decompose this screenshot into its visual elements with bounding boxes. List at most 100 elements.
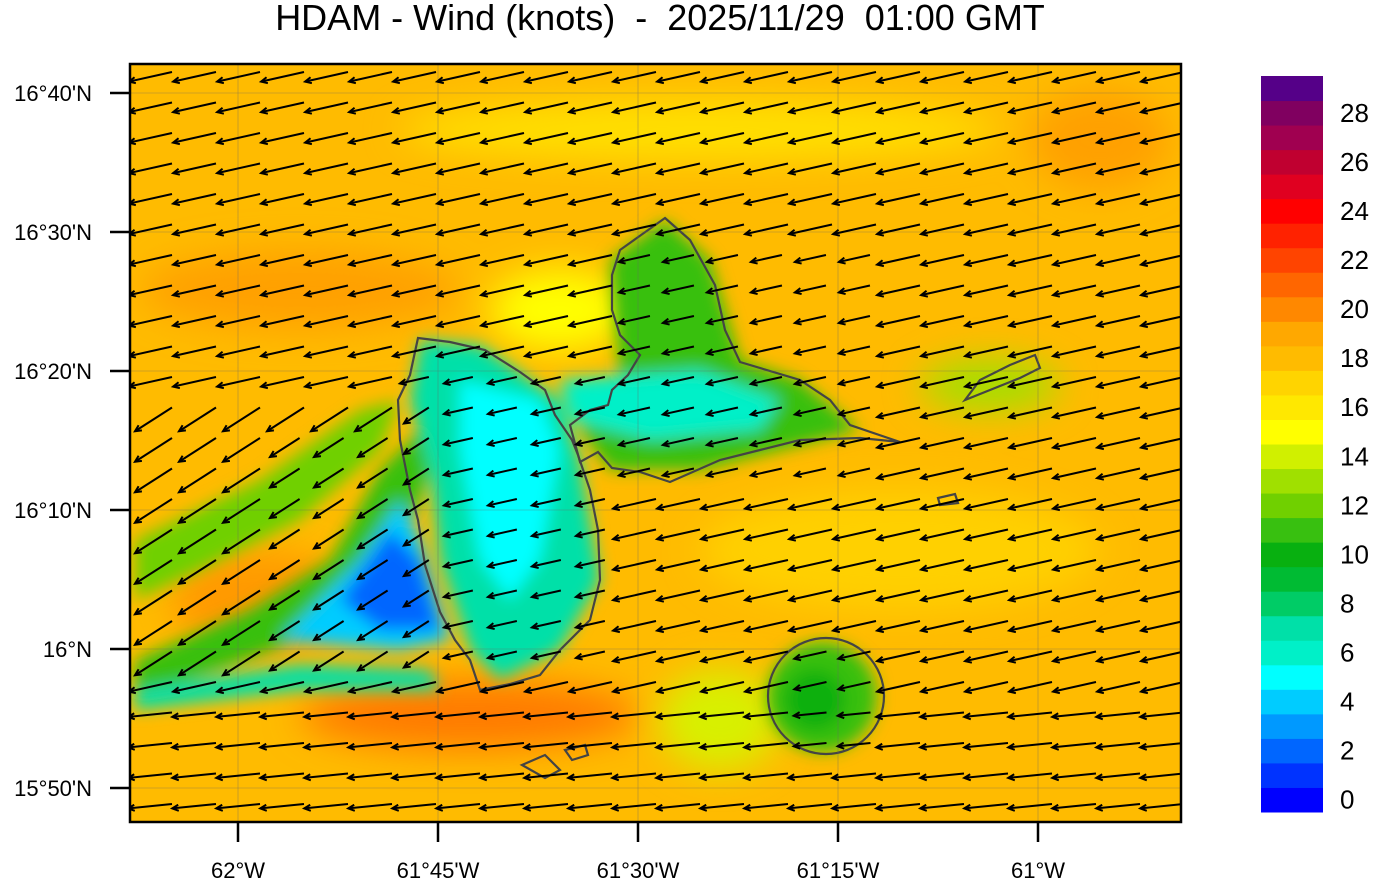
wind-arrow-head [1050,442,1061,451]
wind-arrow-head [309,424,319,433]
colorbar-band [1261,100,1323,126]
colorbar-label: 28 [1340,98,1369,128]
wind-arrow [1052,315,1097,327]
wind-arrow-head [356,511,366,520]
wind-arrow [130,376,173,388]
wind-arrow [794,315,827,324]
wind-arrow [480,254,525,266]
wind-arrow-head [221,516,231,524]
wind-arrow-head [785,803,796,812]
wind-arrow-head [573,500,583,509]
wind-arrow-head [1006,686,1017,695]
wind-arrow-head [748,287,758,296]
wind-arrow-head [434,106,445,115]
lon-tick-label: 61°15'W [797,858,880,883]
wind-arrow-head [130,381,137,390]
wind-arrow [920,559,965,571]
wind-arrow [964,467,1009,480]
wind-arrow [794,345,827,355]
wind-arrow [1096,315,1141,327]
wind-arrow-head [1137,773,1148,782]
colorbar-label: 6 [1340,638,1354,668]
wind-arrow [216,162,261,175]
wind-arrow-head [434,198,445,207]
wind-arrow [656,681,701,693]
wind-arrow [403,437,430,455]
wind-arrow [524,162,569,175]
wind-arrow-head [873,803,884,812]
wind-arrow-head [698,503,709,512]
wind-arrow [172,193,217,205]
wind-arrow [832,528,877,541]
colorbar-band [1261,444,1323,470]
wind-arrow-head [874,350,885,359]
colorbar-label: 20 [1340,294,1369,324]
wind-arrow-head [1006,320,1017,329]
wind-arrow-head [268,603,278,611]
wind-arrow-head [356,664,366,672]
wind-arrow-head [401,478,411,486]
wind-arrow [357,589,389,611]
wind-arrow [436,345,481,358]
wind-arrow [612,620,657,632]
wind-arrow-head [786,76,797,85]
wind-arrow-head [130,712,136,721]
wind-arrow [1140,590,1181,602]
wind-arrow-head [522,289,533,298]
wind-arrow [1096,162,1141,175]
wind-arrow-head [836,256,846,265]
wind-arrow [392,315,437,327]
wind-arrow-head [874,625,885,634]
wind-arrow-head [529,378,539,387]
wind-arrow [832,803,877,810]
wind-arrow [1052,71,1097,83]
wind-arrow-head [565,712,576,721]
wind-arrow-head [962,198,973,207]
wind-arrow [443,498,474,507]
wind-arrow-head [312,481,322,489]
wind-arrow [1052,193,1097,205]
wind-arrow [130,742,173,749]
wind-arrow-head [566,198,577,207]
wind-arrow [480,71,525,83]
wind-arrow [612,589,657,602]
wind-arrow [618,376,651,385]
wind-arrow [920,437,965,449]
wind-arrow [172,742,217,749]
wind-arrow [568,284,613,297]
wind-arrow [172,223,217,236]
wind-arrow [480,345,525,358]
wind-arrow-head [268,450,278,459]
wind-arrow-head [1093,773,1104,782]
wind-arrow-head [477,712,488,721]
wind-arrow-head [573,378,583,387]
wind-arrow-head [742,503,753,512]
wind-arrow [1008,742,1053,749]
wind-arrow [313,559,345,580]
wind-arrow-head [918,289,929,298]
wind-arrow-head [874,167,885,176]
wind-arrow-head [1050,167,1061,176]
wind-arrow-head [962,381,973,390]
wind-arrow [744,498,789,510]
wind-arrow-head [704,470,714,479]
wind-arrow-head [1006,503,1017,512]
wind-arrow-head [434,228,445,237]
wind-arrow [794,406,827,416]
wind-arrow-head [485,469,495,478]
wind-arrow [348,284,393,297]
wind-arrow-head [1050,76,1061,85]
wind-arrow-head [1050,259,1061,268]
wind-arrow [832,132,877,144]
wind-arrow-head [742,106,753,115]
wind-arrow [310,406,349,433]
wind-arrow [392,803,437,810]
wind-arrow [216,71,261,83]
colorbar-band [1261,689,1323,715]
wind-arrow [1008,803,1053,810]
wind-arrow [1052,742,1097,749]
wind-arrow [964,193,1009,205]
wind-arrow-head [177,638,187,646]
wind-arrow [832,223,877,236]
wind-arrow [443,376,474,385]
